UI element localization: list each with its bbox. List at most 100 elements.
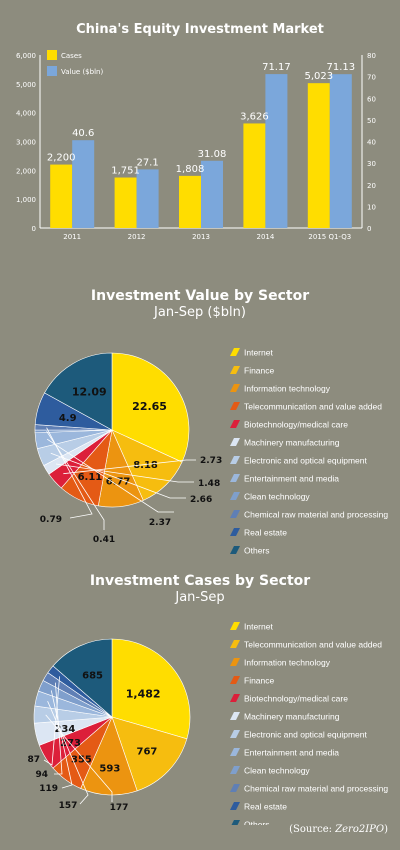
value-legend-label: Telecommunication and value added: [244, 402, 382, 412]
value-slice: [44, 352, 113, 431]
cases-legend-swatch: [230, 784, 240, 792]
right-tick-label: 70: [367, 74, 376, 82]
legend-swatch: [47, 50, 57, 60]
cases-legend-label: Telecommunication and value added: [244, 640, 382, 650]
bar-chart-title: China's Equity Investment Market: [76, 22, 324, 37]
cases-slice: [52, 638, 113, 718]
left-tick-label: 0: [32, 225, 36, 233]
cases-slice-label: 593: [99, 764, 120, 775]
legend-label: Value ($bln): [61, 68, 103, 76]
right-tick-label: 60: [367, 95, 376, 103]
cases-bar: [50, 164, 73, 228]
source-note: (Source: Zero2IPO): [289, 824, 388, 835]
right-tick-label: 10: [367, 203, 376, 211]
cases-bar: [114, 177, 137, 228]
value-legend-swatch: [230, 546, 240, 554]
left-tick-label: 6,000: [16, 52, 36, 60]
value-pie-chart: 22.65 8.186.776.11 2.73 1.48 2.66 2.37 0.41 0.7…: [34, 348, 388, 556]
value-legend-swatch: [230, 348, 240, 356]
x-tick-label: 2012: [128, 233, 146, 241]
value-legend-label: Internet: [244, 348, 273, 358]
value-bar: [329, 74, 352, 229]
value-legend-swatch: [230, 366, 240, 374]
value-data-label: 27.1: [136, 157, 158, 168]
cases-slice-label: 685: [82, 670, 103, 681]
cases-legend-label: Chemical raw material and processing: [244, 784, 388, 794]
x-tick-label: 2011: [63, 233, 81, 241]
value-slice-label: 2.37: [149, 518, 171, 528]
value-legend-swatch: [230, 456, 240, 464]
value-slice-label: 2.73: [200, 456, 222, 466]
value-legend-label: Chemical raw material and processing: [244, 510, 388, 520]
value-bar: [201, 160, 223, 228]
value-slice-label: 2.66: [190, 495, 212, 505]
cases-legend-swatch: [230, 712, 240, 720]
legend-label: Cases: [61, 52, 82, 60]
left-tick-label: 5,000: [16, 81, 36, 89]
cases-legend-label: Finance: [244, 676, 275, 686]
value-pie-title: Investment Value by Sector: [90, 288, 310, 304]
x-tick-label: 2013: [192, 233, 210, 241]
right-tick-label: 50: [367, 117, 376, 125]
cases-legend-swatch: [230, 802, 240, 810]
cases-slice: [111, 638, 191, 740]
cases-legend-label: Information technology: [244, 658, 331, 668]
value-legend-label: Biotechnology/medical care: [244, 420, 348, 430]
right-tick-label: 80: [367, 52, 376, 60]
cases-data-label: 1,808: [176, 164, 205, 175]
cases-slice-label: 87: [27, 755, 40, 765]
cases-bar: [179, 175, 201, 228]
right-tick-label: 30: [367, 160, 376, 168]
cases-slice-label: 767: [137, 746, 158, 757]
value-data-label: 71.13: [326, 62, 355, 73]
cases-legend-label: Others: [244, 820, 270, 826]
cases-bar: [307, 83, 330, 228]
value-data-label: 71.17: [262, 62, 291, 73]
cases-legend-label: Real estate: [244, 802, 287, 812]
x-tick-label: 2014: [256, 233, 274, 241]
cases-legend-swatch: [230, 640, 240, 648]
cases-legend-label: Entertainment and media: [244, 748, 339, 758]
value-slice-label: 8.18: [133, 460, 158, 471]
value-legend-swatch: [230, 510, 240, 518]
value-leader-line: [46, 438, 174, 513]
value-legend-swatch: [230, 438, 240, 446]
value-leader-line: [46, 430, 105, 530]
cases-legend-label: Internet: [244, 622, 273, 632]
cases-leader-line: [43, 676, 60, 766]
cases-legend-label: Electronic and optical equipment: [244, 730, 367, 740]
value-leader-line: [55, 463, 194, 483]
value-data-label: 40.6: [72, 128, 94, 139]
value-slice-label: 0.41: [93, 535, 115, 545]
cases-legend-swatch: [230, 622, 240, 630]
value-data-label: 31.08: [198, 149, 227, 160]
value-legend-label: Finance: [244, 366, 275, 376]
value-leader-line: [63, 459, 196, 475]
cases-slice-label: 157: [59, 801, 78, 811]
right-tick-label: 20: [367, 182, 376, 190]
cases-leader-line: [47, 701, 89, 805]
cases-pie-title: Investment Cases by Sector: [89, 573, 311, 589]
cases-slice-label: 355: [71, 754, 92, 765]
value-legend-label: Machinery manufacturing: [244, 438, 340, 448]
value-bar: [136, 169, 159, 228]
value-legend-swatch: [230, 384, 240, 392]
value-bar: [265, 74, 288, 228]
cases-legend-label: Biotechnology/medical care: [244, 694, 348, 704]
value-leader-line: [46, 427, 93, 519]
cases-legend-swatch: [230, 658, 240, 666]
cases-data-label: 2,200: [47, 153, 76, 164]
value-legend-label: Real estate: [244, 528, 287, 538]
left-tick-label: 4,000: [16, 110, 36, 118]
value-legend-swatch: [230, 402, 240, 410]
value-slice-label: 22.65: [132, 400, 167, 413]
value-legend-label: Electronic and optical equipment: [244, 456, 367, 466]
left-tick-label: 1,000: [16, 196, 36, 204]
cases-legend-swatch: [230, 694, 240, 702]
cases-leader-line: [54, 682, 63, 775]
cases-bar: [243, 123, 266, 228]
cases-legend-swatch: [230, 748, 240, 756]
value-legend-label: Others: [244, 546, 270, 556]
left-tick-label: 3,000: [16, 139, 36, 147]
value-legend-swatch: [230, 528, 240, 536]
